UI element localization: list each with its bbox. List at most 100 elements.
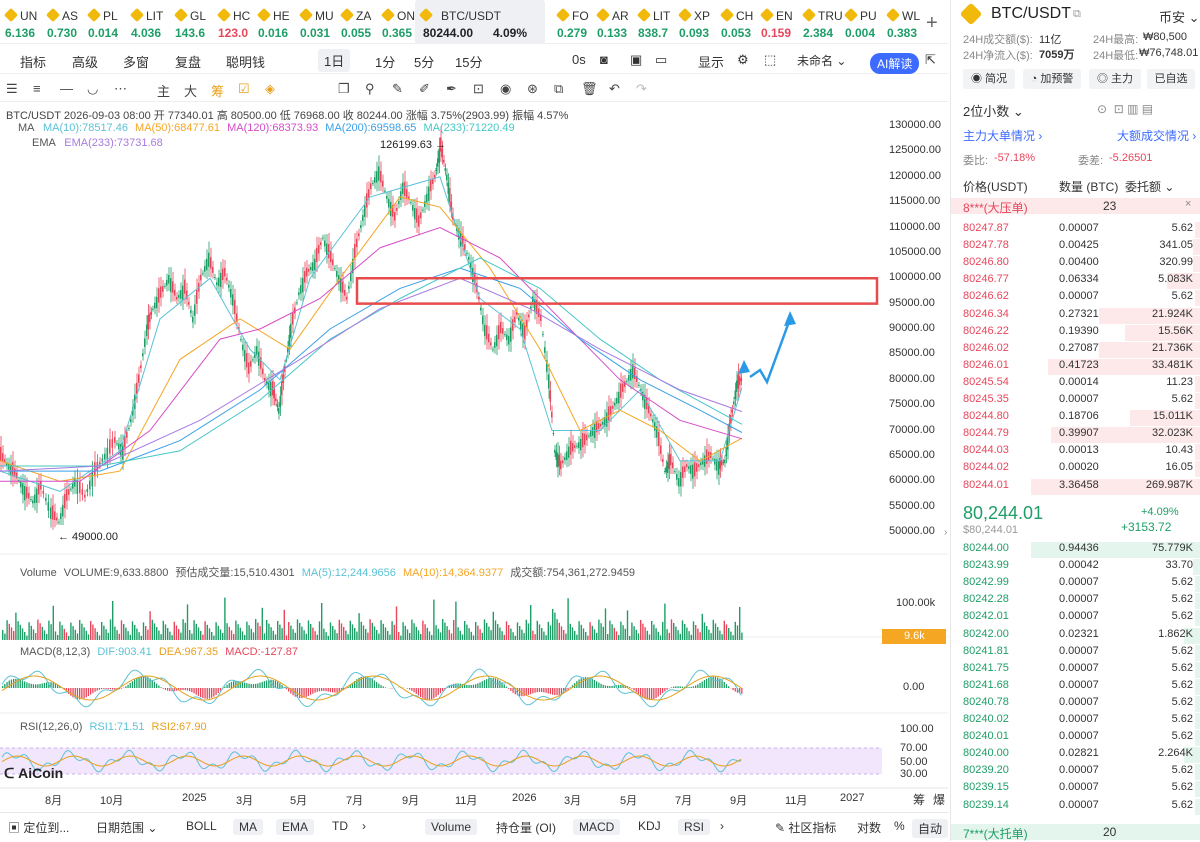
ai-analysis-button[interactable]: AI解读 [870, 53, 919, 74]
chip-icon[interactable]: 筹 [211, 81, 224, 100]
main-force-button[interactable]: ◎ 主力 [1089, 69, 1141, 89]
main-flow-link[interactable]: 主力大单情况 › [963, 127, 1042, 144]
ema-button[interactable]: EMA [276, 819, 314, 835]
more-arrow-icon[interactable]: › [362, 819, 366, 833]
col-amount-select[interactable]: 委托额 ⌄ [1125, 178, 1174, 195]
auto-toggle[interactable]: 自动 [912, 819, 948, 838]
layout-icon[interactable]: ▣ [630, 52, 642, 68]
summary-button[interactable]: ◉ 简况 [963, 69, 1015, 89]
template-select[interactable]: 未命名 ⌄ [797, 52, 846, 69]
big-bid-row[interactable]: 7***(大托单) 20 [951, 824, 1200, 840]
rsi-button[interactable]: RSI [678, 819, 710, 835]
camera-icon[interactable]: ◙ [600, 52, 608, 67]
layers-icon[interactable]: ⧉ [554, 81, 563, 97]
boll-button[interactable]: BOLL [186, 819, 217, 833]
add-tab-icon[interactable]: + [926, 12, 938, 35]
line-tool-icon[interactable]: — [60, 81, 73, 96]
locate-button[interactable]: ▣ 定位到... [8, 819, 69, 836]
eye-icon[interactable]: ◉ [500, 81, 511, 97]
community-indicators-button[interactable]: ✎ 社区指标 [775, 819, 836, 836]
replay-button[interactable]: 复盘 [175, 52, 201, 71]
mark-icon[interactable]: ◈ [265, 81, 275, 97]
paint-icon[interactable]: ✒ [446, 81, 457, 97]
pen-icon[interactable]: ✎ [392, 81, 403, 97]
window-icon[interactable]: ▭ [655, 52, 667, 68]
book-view-icons[interactable]: ⊙ ⊡ ▥ ▤ [1097, 102, 1153, 116]
copy-icon-small[interactable]: ⧉ [1073, 8, 1081, 21]
multi-window-button[interactable]: 多窗 [123, 52, 149, 71]
close-icon[interactable]: × [1185, 198, 1191, 210]
watchlist-button[interactable]: 已自选 [1147, 69, 1195, 89]
chart-area[interactable]: BTC/USDT 2026-09-03 08:00 开 77340.01 高 8… [0, 102, 948, 814]
lock-icon[interactable]: ⊡ [473, 81, 484, 97]
burst-toggle[interactable]: 爆 [933, 791, 945, 808]
big-trades-link[interactable]: 大额成交情况 › [1117, 127, 1196, 144]
more-tools-icon[interactable]: ⋯ [114, 81, 127, 97]
chip-toggle[interactable]: 筹 [913, 791, 925, 808]
magnet-icon[interactable]: ⊛ [527, 81, 538, 97]
trash-icon[interactable]: 🗑 [581, 81, 598, 97]
big-icon[interactable]: 大 [184, 81, 197, 100]
indicators-button[interactable]: 指标 [20, 52, 46, 71]
arc-tool-icon[interactable]: ◡ [87, 81, 98, 97]
tf-5m[interactable]: 5分 [414, 52, 434, 71]
share-icon[interactable]: ⇱ [925, 52, 936, 68]
undo-icon[interactable]: ↶ [609, 81, 620, 97]
percent-toggle[interactable]: % [894, 819, 905, 833]
copy-icon[interactable]: ❐ [338, 81, 350, 97]
event-icon[interactable]: ☑ [238, 81, 250, 97]
ma-button[interactable]: MA [233, 819, 263, 835]
more-arrow-icon-2[interactable]: › [720, 819, 724, 833]
menu-icon[interactable]: ☰ [6, 81, 18, 97]
redo-icon[interactable]: ↷ [636, 81, 647, 97]
volume-button[interactable]: Volume [425, 819, 477, 835]
macd-button[interactable]: MACD [573, 819, 620, 835]
tf-1m[interactable]: 1分 [375, 52, 395, 71]
list-icon[interactable]: ≡ [33, 81, 41, 96]
display-button[interactable]: 显示 [698, 52, 724, 71]
brush-icon[interactable]: ✐ [419, 81, 430, 97]
log-toggle[interactable]: 对数 [857, 819, 881, 836]
